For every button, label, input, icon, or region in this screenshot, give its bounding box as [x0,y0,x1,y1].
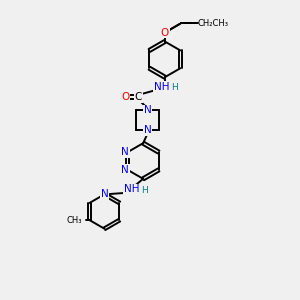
Text: NH: NH [154,82,169,92]
Text: N: N [122,165,129,175]
Text: N: N [122,147,129,157]
Text: N: N [144,125,152,135]
Text: NH: NH [124,184,139,194]
Text: O: O [161,28,169,38]
Text: H: H [141,186,148,195]
Text: N: N [100,189,108,199]
Text: CH₃: CH₃ [67,216,82,225]
Text: O: O [122,92,130,102]
Text: H: H [171,83,178,92]
Text: C: C [134,92,142,102]
Text: CH₂CH₃: CH₂CH₃ [198,19,229,28]
Text: N: N [144,106,152,116]
